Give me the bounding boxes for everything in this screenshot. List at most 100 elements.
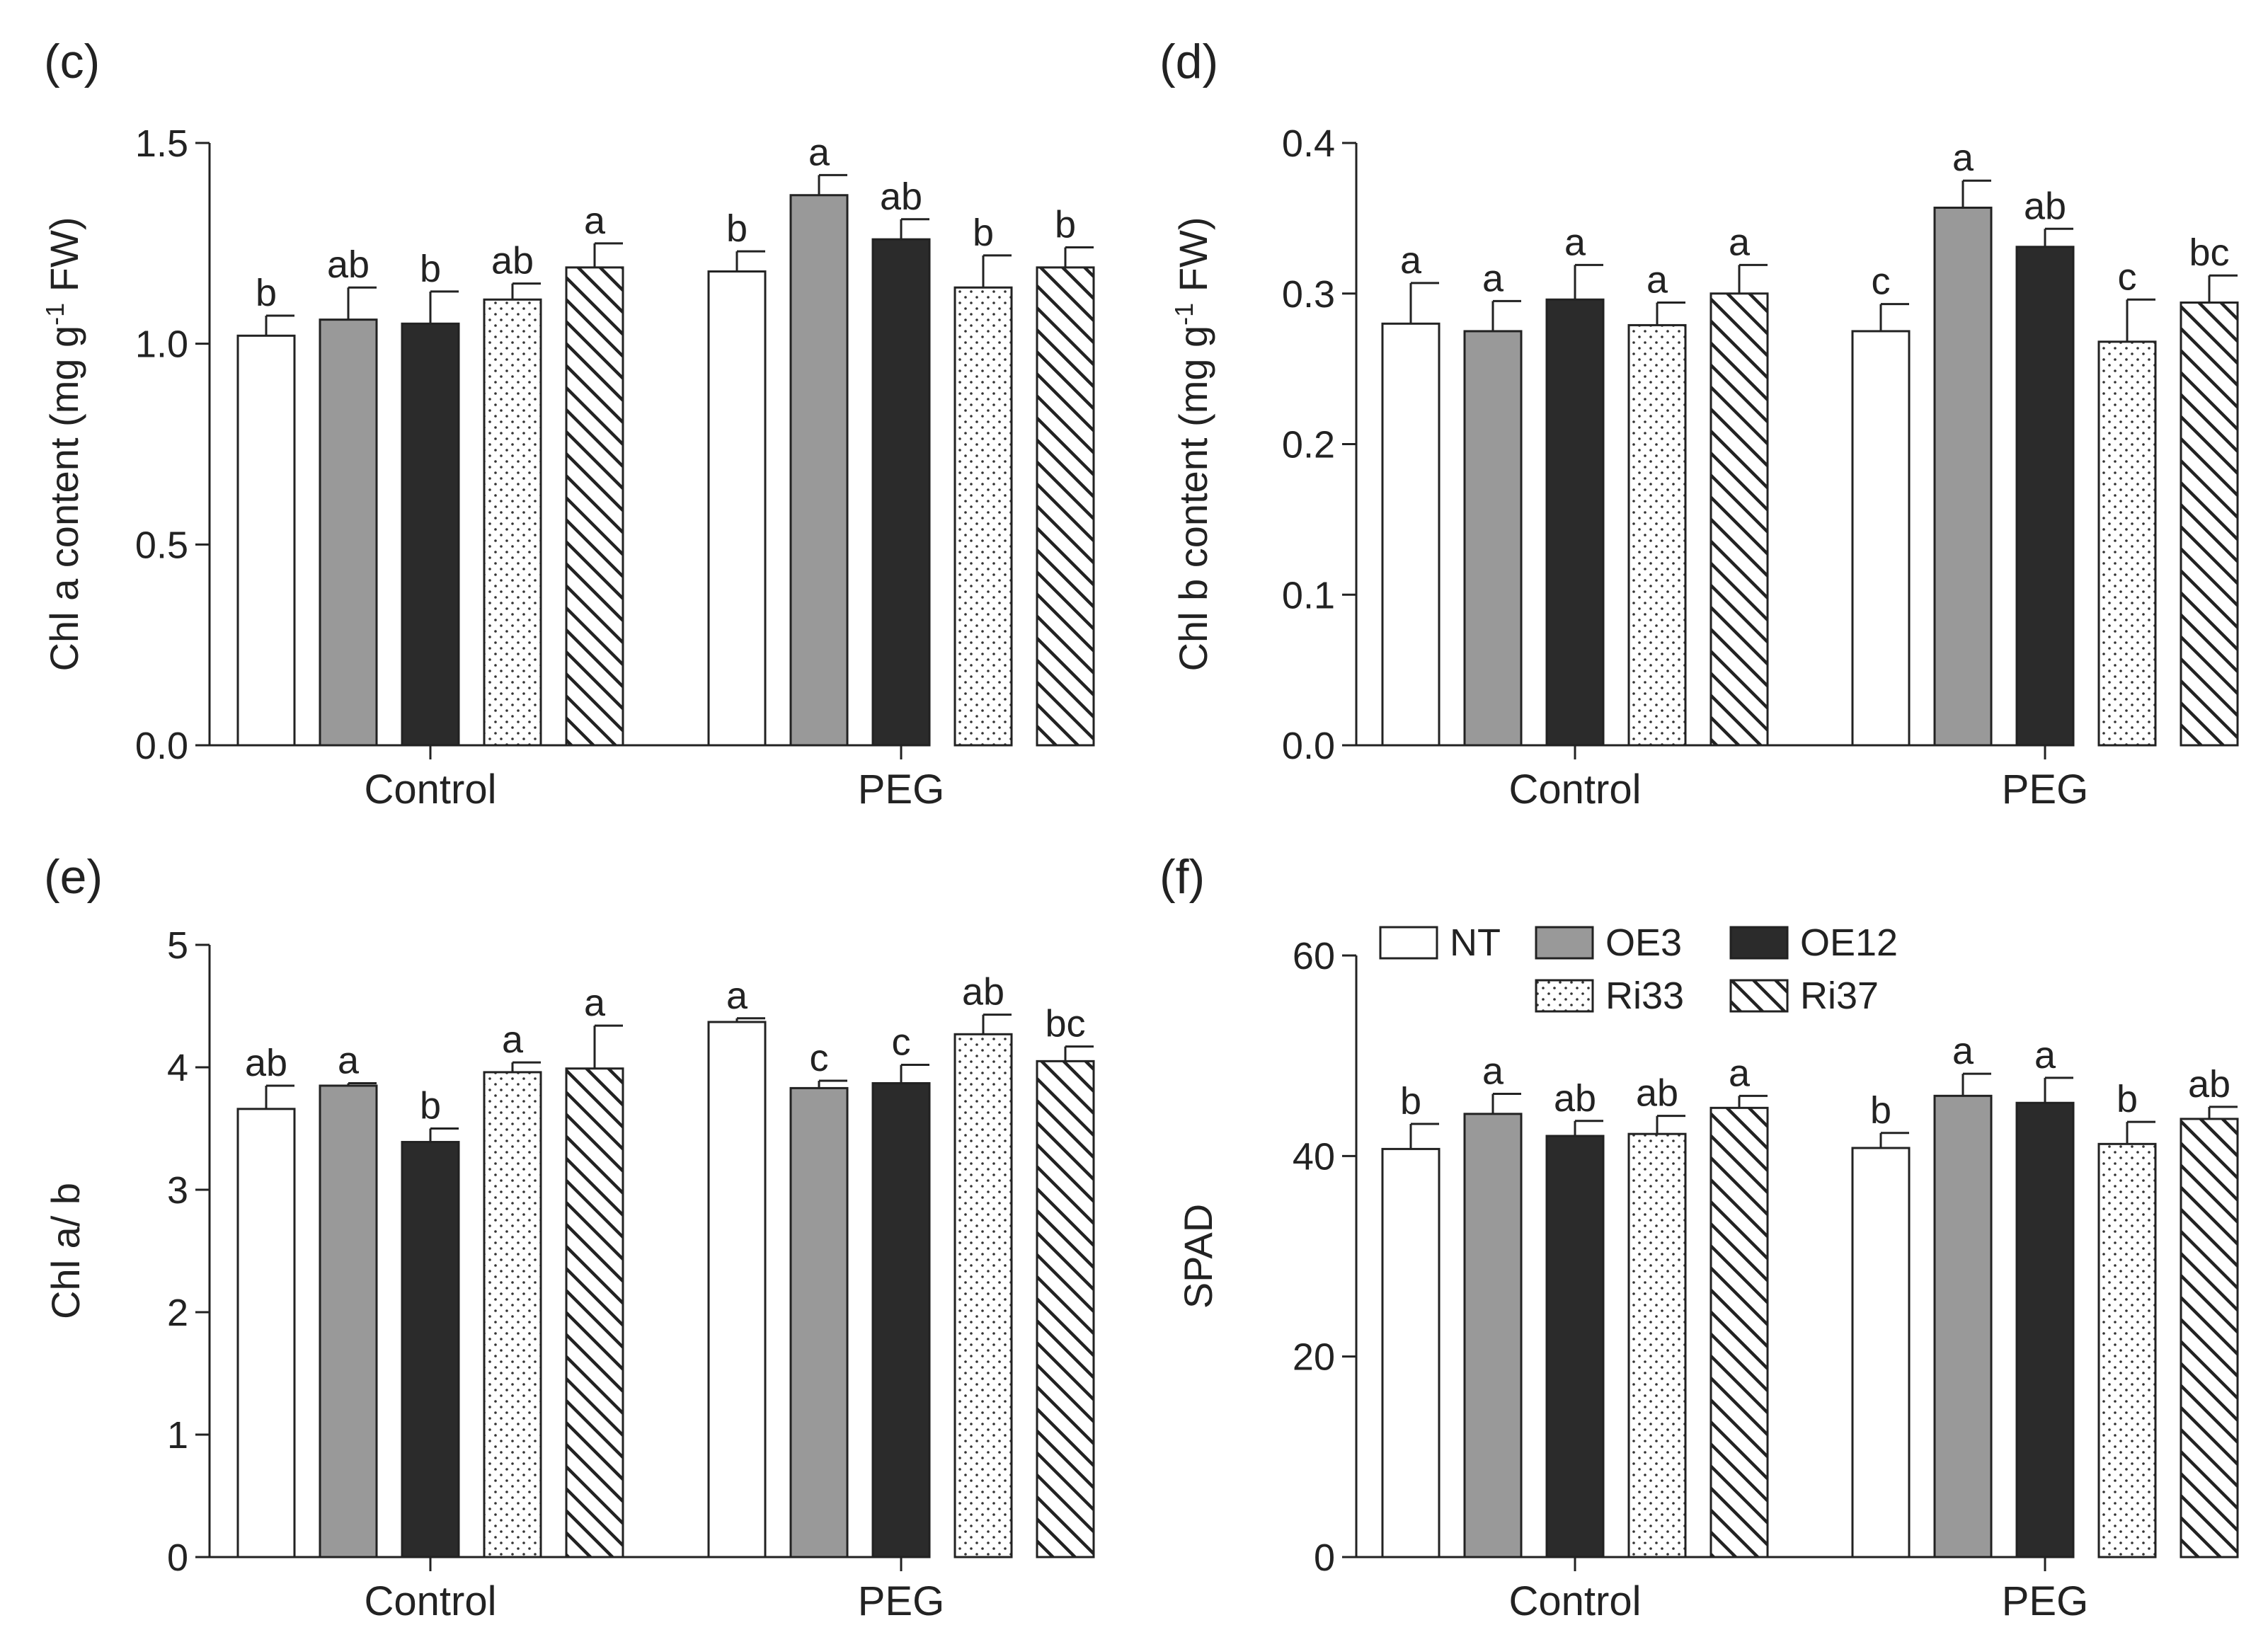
y-tick-label: 0.0 (1282, 725, 1335, 767)
bar-ri37-peg (2180, 302, 2239, 747)
y-tick-label: 2 (167, 1292, 188, 1334)
bar-oe3-control (1463, 330, 1523, 747)
significance-letter: ab (1554, 1077, 1596, 1120)
significance-letter: a (1952, 137, 1974, 179)
significance-letter: a (1729, 221, 1751, 263)
y-tick-label: 3 (167, 1169, 188, 1212)
y-tick-label: 60 (1293, 935, 1335, 977)
bar-nt-peg (707, 1021, 767, 1558)
bar-nt-peg (1851, 330, 1911, 747)
legend-swatch-oe12 (1729, 926, 1789, 960)
significance-letter: ab (2024, 185, 2066, 227)
significance-letter: ab (245, 1042, 287, 1084)
significance-letter: a (1564, 221, 1586, 263)
bar-oe3-control (1463, 1113, 1523, 1558)
x-tick-label: PEG (858, 1578, 945, 1624)
bar-ri33-peg (2097, 340, 2157, 747)
bar-oe12-peg (871, 1081, 931, 1558)
significance-letter: a (1646, 259, 1668, 302)
significance-letter: c (892, 1021, 911, 1064)
bar-ri37-control (565, 1067, 624, 1558)
significance-letter: b (973, 212, 994, 254)
bar-nt-peg (1851, 1147, 1911, 1558)
bar-ri37-peg (2180, 1118, 2239, 1558)
y-tick-label: 1.5 (135, 122, 188, 165)
legend-swatch-nt (1379, 926, 1438, 960)
bar-ri37-control (565, 266, 624, 747)
chart-panel-2: (d) Chl b content (mg g-1 FW) 0.0 0.1 0.2 0.3… (1159, 35, 2239, 813)
bar-oe3-control (319, 1084, 378, 1558)
y-tick-label: 0.0 (135, 725, 188, 767)
y-tick-label: 20 (1293, 1336, 1335, 1379)
y-axis-title: Chl a content (mg g-1 FW) (40, 217, 87, 672)
y-tick-label: 1 (167, 1414, 188, 1457)
bar-oe12-control (1545, 1135, 1605, 1558)
x-tick-label: Control (365, 1578, 497, 1624)
legend-label-ri37: Ri37 (1800, 975, 1879, 1017)
significance-letter: b (1055, 204, 1076, 246)
significance-letter: c (1872, 260, 1891, 303)
x-tick-label: PEG (2002, 1578, 2089, 1624)
legend-label-ri33: Ri33 (1605, 975, 1684, 1017)
significance-letter: a (338, 1039, 360, 1081)
bar-oe12-peg (871, 238, 931, 747)
y-tick-label: 0.3 (1282, 273, 1335, 316)
x-tick-label: PEG (2002, 767, 2089, 813)
significance-letter: c (2118, 256, 2137, 298)
significance-letter: a (1400, 239, 1422, 282)
significance-letter: c (810, 1037, 829, 1079)
bar-oe12-peg (2015, 1101, 2075, 1558)
x-tick-label: Control (1509, 1578, 1642, 1624)
bar-ri37-control (1709, 292, 1769, 747)
significance-letter: ab (2188, 1063, 2230, 1106)
significance-letter: a (502, 1018, 524, 1061)
bar-oe12-control (401, 322, 460, 747)
bar-oe12-control (401, 1141, 460, 1558)
panel-label: (f) (1159, 850, 1205, 904)
y-tick-label: 0.1 (1282, 574, 1335, 616)
x-tick-label: Control (365, 767, 497, 813)
bar-oe12-control (1545, 298, 1605, 747)
bar-oe3-peg (789, 1086, 849, 1558)
bar-oe3-control (319, 318, 378, 747)
significance-letter: b (1870, 1089, 1891, 1132)
bar-nt-peg (707, 270, 767, 747)
significance-letter: a (584, 200, 606, 242)
significance-letter: a (1729, 1052, 1751, 1094)
y-axis-title: SPAD (1176, 1204, 1220, 1309)
significance-letter: bc (1045, 1003, 1085, 1045)
bar-ri33-peg (953, 1033, 1013, 1558)
chart-panel-1: (c) Chl a content (mg g-1 FW) 0.0 0.5 1.0 1.5… (40, 35, 1095, 813)
significance-letter: a (2034, 1034, 2056, 1077)
legend-swatch-ri33 (1535, 979, 1594, 1013)
significance-letter: ab (880, 176, 922, 218)
significance-letter: b (256, 272, 277, 314)
significance-letter: ab (962, 971, 1004, 1014)
bar-oe3-peg (1933, 206, 1993, 747)
y-tick-label: 0 (1314, 1537, 1335, 1579)
legend-swatch-ri37 (1729, 979, 1789, 1013)
y-tick-label: 1.0 (135, 323, 188, 366)
significance-letter: b (2117, 1078, 2138, 1120)
y-tick-label: 0.4 (1282, 122, 1335, 165)
x-tick-label: PEG (858, 767, 945, 813)
legend-label-nt: NT (1450, 922, 1501, 964)
panel-label: (c) (44, 35, 100, 88)
legend-label-oe3: OE3 (1605, 922, 1682, 964)
legend-swatch-oe3 (1535, 926, 1594, 960)
significance-letter: b (420, 248, 441, 290)
bar-nt-control (1381, 322, 1441, 747)
y-axis-title: Chl a/ b (43, 1183, 88, 1319)
bar-ri33-control (1627, 323, 1687, 747)
y-tick-label: 0.5 (135, 524, 188, 566)
legend-label-oe12: OE12 (1800, 922, 1898, 964)
y-tick-label: 40 (1293, 1135, 1335, 1178)
bar-oe3-peg (789, 194, 849, 747)
significance-letter: a (1482, 257, 1504, 299)
significance-letter: a (584, 982, 606, 1024)
y-tick-label: 4 (167, 1047, 188, 1089)
bar-nt-control (1381, 1147, 1441, 1558)
bar-ri37-peg (1036, 266, 1095, 747)
significance-letter: a (808, 131, 830, 173)
